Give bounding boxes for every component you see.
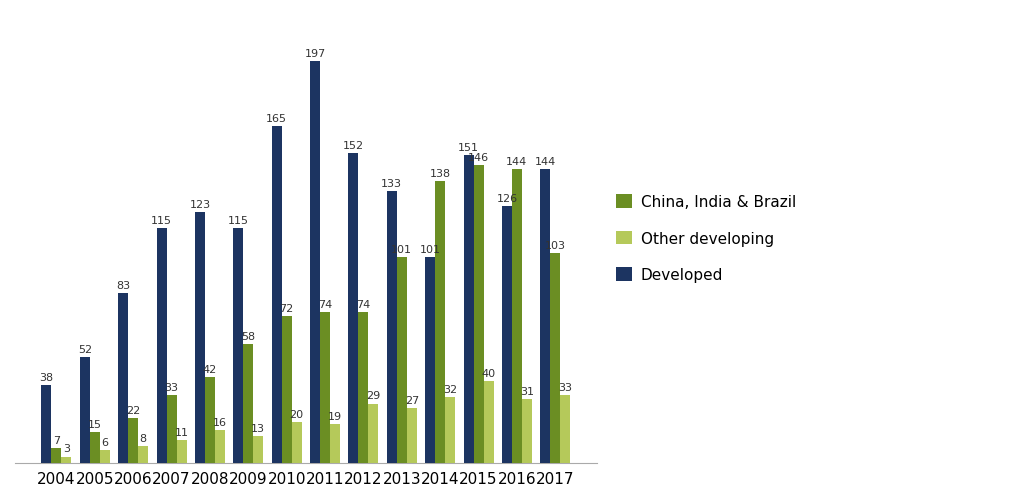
Bar bbox=[138, 446, 148, 463]
Text: 32: 32 bbox=[443, 385, 457, 395]
Bar bbox=[61, 456, 72, 463]
Bar bbox=[205, 377, 215, 463]
Bar bbox=[282, 316, 292, 463]
Text: 11: 11 bbox=[174, 427, 188, 437]
Bar bbox=[348, 153, 358, 463]
Bar bbox=[502, 206, 512, 463]
Text: 72: 72 bbox=[280, 303, 294, 313]
Text: 22: 22 bbox=[126, 405, 140, 415]
Text: 8: 8 bbox=[139, 433, 146, 443]
Bar bbox=[541, 170, 550, 463]
Text: 103: 103 bbox=[545, 240, 566, 250]
Text: 83: 83 bbox=[116, 281, 130, 291]
Text: 3: 3 bbox=[62, 443, 70, 453]
Text: 27: 27 bbox=[404, 395, 419, 405]
Text: 126: 126 bbox=[497, 193, 517, 203]
Bar bbox=[167, 396, 176, 463]
Bar bbox=[253, 436, 263, 463]
Text: 115: 115 bbox=[152, 215, 172, 225]
Bar bbox=[369, 404, 379, 463]
Text: 58: 58 bbox=[242, 332, 255, 342]
Bar bbox=[425, 257, 435, 463]
Bar bbox=[80, 357, 90, 463]
Text: 40: 40 bbox=[481, 368, 496, 378]
Text: 101: 101 bbox=[420, 244, 440, 254]
Text: 138: 138 bbox=[430, 169, 451, 179]
Text: 144: 144 bbox=[506, 157, 527, 167]
Bar bbox=[99, 450, 110, 463]
Bar bbox=[522, 400, 531, 463]
Bar bbox=[310, 62, 321, 463]
Bar bbox=[330, 424, 340, 463]
Bar bbox=[215, 430, 225, 463]
Text: 31: 31 bbox=[520, 387, 534, 397]
Bar bbox=[244, 345, 253, 463]
Text: 13: 13 bbox=[251, 423, 265, 433]
Bar bbox=[483, 381, 494, 463]
Bar bbox=[271, 127, 282, 463]
Text: 33: 33 bbox=[165, 383, 178, 392]
Text: 165: 165 bbox=[266, 114, 287, 124]
Bar bbox=[550, 253, 560, 463]
Text: 74: 74 bbox=[317, 299, 332, 309]
Bar bbox=[473, 166, 483, 463]
Bar bbox=[90, 432, 99, 463]
Bar bbox=[407, 408, 417, 463]
Bar bbox=[118, 294, 128, 463]
Bar bbox=[157, 228, 167, 463]
Bar bbox=[321, 312, 330, 463]
Text: 146: 146 bbox=[468, 152, 489, 162]
Bar bbox=[358, 312, 369, 463]
Bar bbox=[387, 192, 397, 463]
Bar bbox=[445, 398, 455, 463]
Text: 16: 16 bbox=[213, 417, 227, 427]
Bar bbox=[51, 448, 61, 463]
Text: 144: 144 bbox=[535, 157, 556, 167]
Text: 101: 101 bbox=[391, 244, 413, 254]
Text: 52: 52 bbox=[78, 344, 92, 354]
Text: 197: 197 bbox=[304, 49, 326, 59]
Text: 6: 6 bbox=[101, 437, 109, 447]
Bar bbox=[397, 257, 407, 463]
Legend: China, India & Brazil, Other developing, Developed: China, India & Brazil, Other developing,… bbox=[610, 189, 802, 289]
Text: 33: 33 bbox=[558, 383, 572, 392]
Bar bbox=[195, 212, 205, 463]
Text: 15: 15 bbox=[88, 419, 101, 429]
Bar bbox=[464, 155, 473, 463]
Bar bbox=[41, 385, 51, 463]
Text: 7: 7 bbox=[53, 435, 60, 445]
Text: 152: 152 bbox=[343, 140, 364, 150]
Bar bbox=[292, 422, 302, 463]
Text: 151: 151 bbox=[458, 142, 479, 152]
Text: 115: 115 bbox=[227, 215, 249, 225]
Text: 133: 133 bbox=[381, 179, 402, 189]
Text: 74: 74 bbox=[356, 299, 371, 309]
Bar bbox=[560, 396, 570, 463]
Bar bbox=[512, 170, 522, 463]
Bar bbox=[176, 440, 186, 463]
Bar bbox=[435, 182, 445, 463]
Text: 38: 38 bbox=[39, 372, 53, 382]
Bar bbox=[128, 418, 138, 463]
Text: 123: 123 bbox=[189, 199, 211, 209]
Bar bbox=[233, 228, 244, 463]
Text: 29: 29 bbox=[367, 391, 381, 401]
Text: 20: 20 bbox=[290, 409, 304, 419]
Text: 19: 19 bbox=[328, 411, 342, 421]
Text: 42: 42 bbox=[203, 364, 217, 374]
